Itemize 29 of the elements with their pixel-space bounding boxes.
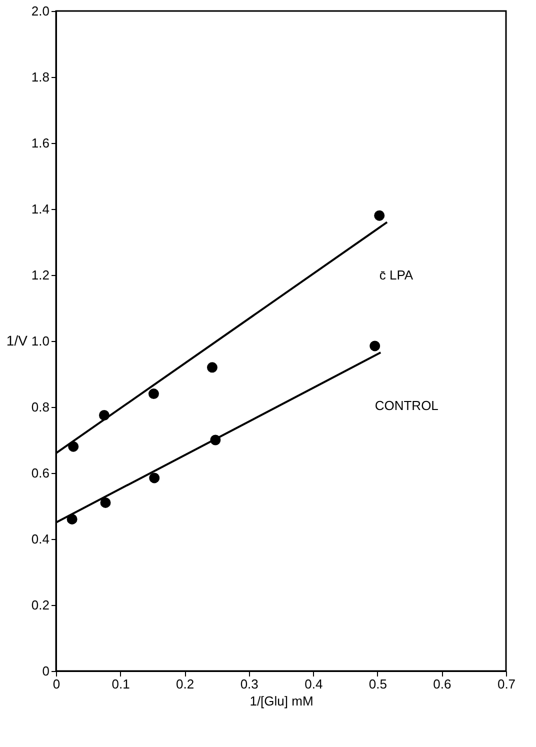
y-tick-label: 0.8 bbox=[31, 400, 50, 414]
point bbox=[370, 340, 380, 352]
x-tick-label: 0.6 bbox=[433, 676, 452, 692]
y-tick-label: 1.8 bbox=[31, 70, 50, 84]
y-tick-label: 1.6 bbox=[31, 136, 50, 150]
x-tick-label: 0.1 bbox=[112, 676, 130, 692]
x-tick-label: 0.4 bbox=[304, 676, 323, 692]
y-tick-label: 2.0 bbox=[31, 4, 50, 18]
y-tick-label: 1.0 bbox=[31, 334, 50, 348]
y-axis-title: 1/V bbox=[6, 332, 28, 348]
x-tick-label: 0.7 bbox=[497, 676, 516, 692]
y-tick-label: 0.4 bbox=[31, 532, 50, 546]
x-tick-label: 0.3 bbox=[240, 676, 258, 692]
y-tick-label: 1.4 bbox=[31, 202, 50, 216]
point bbox=[100, 497, 111, 508]
x-tick-label: 0.5 bbox=[368, 676, 387, 692]
text: c̄ LPA bbox=[379, 268, 414, 283]
point bbox=[374, 210, 385, 221]
y-tick-label: 0.2 bbox=[31, 598, 50, 612]
x-tick-label: 0.2 bbox=[176, 676, 194, 692]
text: CONTROL bbox=[374, 398, 438, 413]
y-tick-label: 0.6 bbox=[31, 466, 50, 480]
point bbox=[148, 388, 159, 400]
point bbox=[149, 472, 160, 484]
x-axis-title: 1/[Glu] mM bbox=[250, 694, 314, 708]
point bbox=[206, 362, 218, 373]
y-tick-label: 0 bbox=[42, 664, 50, 678]
x-tick-label: 0 bbox=[52, 676, 60, 692]
y-tick-label: 1.2 bbox=[31, 268, 50, 282]
